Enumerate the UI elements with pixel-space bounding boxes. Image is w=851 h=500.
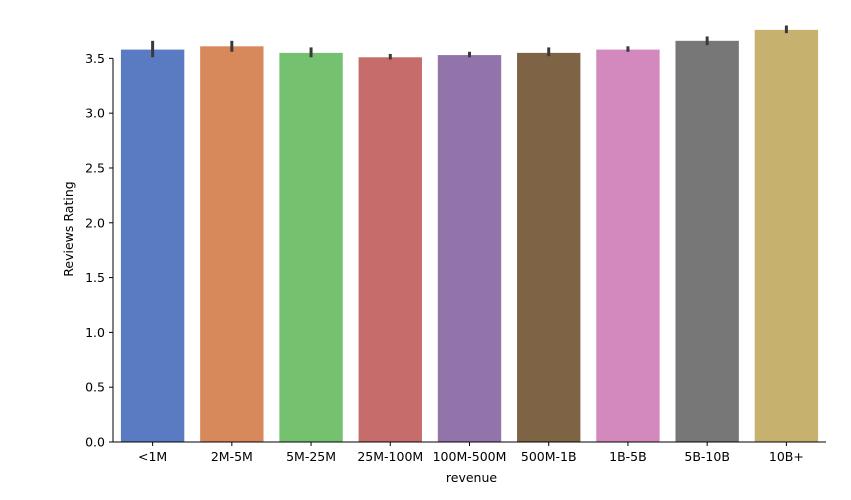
bar <box>358 57 422 443</box>
x-tick-label: 500M-1B <box>521 449 577 464</box>
y-tick-label: 3.0 <box>85 106 105 121</box>
bar <box>279 52 343 442</box>
x-tick-label: 5M-25M <box>286 449 336 464</box>
y-axis-ticks: 0.0 0.5 1.0 1.5 2.0 2.5 3.0 3.5 <box>85 51 113 450</box>
x-tick-label: 2M-5M <box>211 449 253 464</box>
bar <box>754 29 819 443</box>
bar <box>437 55 502 443</box>
error-bars-layer <box>151 25 788 60</box>
bar <box>120 49 185 442</box>
bar <box>596 49 660 442</box>
y-tick-label: 0.5 <box>85 380 105 395</box>
y-tick-label: 3.5 <box>85 51 105 66</box>
x-axis-label: revenue <box>446 470 497 485</box>
y-tick-label: 2.5 <box>85 160 105 175</box>
bars-layer <box>120 29 819 443</box>
y-tick-label: 2.0 <box>85 215 105 230</box>
x-tick-label: 25M-100M <box>357 449 423 464</box>
y-tick-label: 1.5 <box>85 270 105 285</box>
y-tick-label: 0.0 <box>85 435 105 450</box>
y-axis-label: Reviews Rating <box>61 181 76 276</box>
x-axis-ticks: <1M 2M-5M 5M-25M 25M-100M 100M-500M 500M-1B 1B… <box>138 442 804 464</box>
bar <box>200 46 264 443</box>
bar <box>675 40 739 442</box>
x-tick-label: <1M <box>138 449 167 464</box>
x-tick-label: 5B-10B <box>684 449 730 464</box>
bar <box>517 52 581 442</box>
x-tick-label: 10B+ <box>769 449 804 464</box>
x-tick-label: 1B-5B <box>609 449 647 464</box>
x-tick-label: 100M-500M <box>433 449 507 464</box>
y-tick-label: 1.0 <box>85 325 105 340</box>
